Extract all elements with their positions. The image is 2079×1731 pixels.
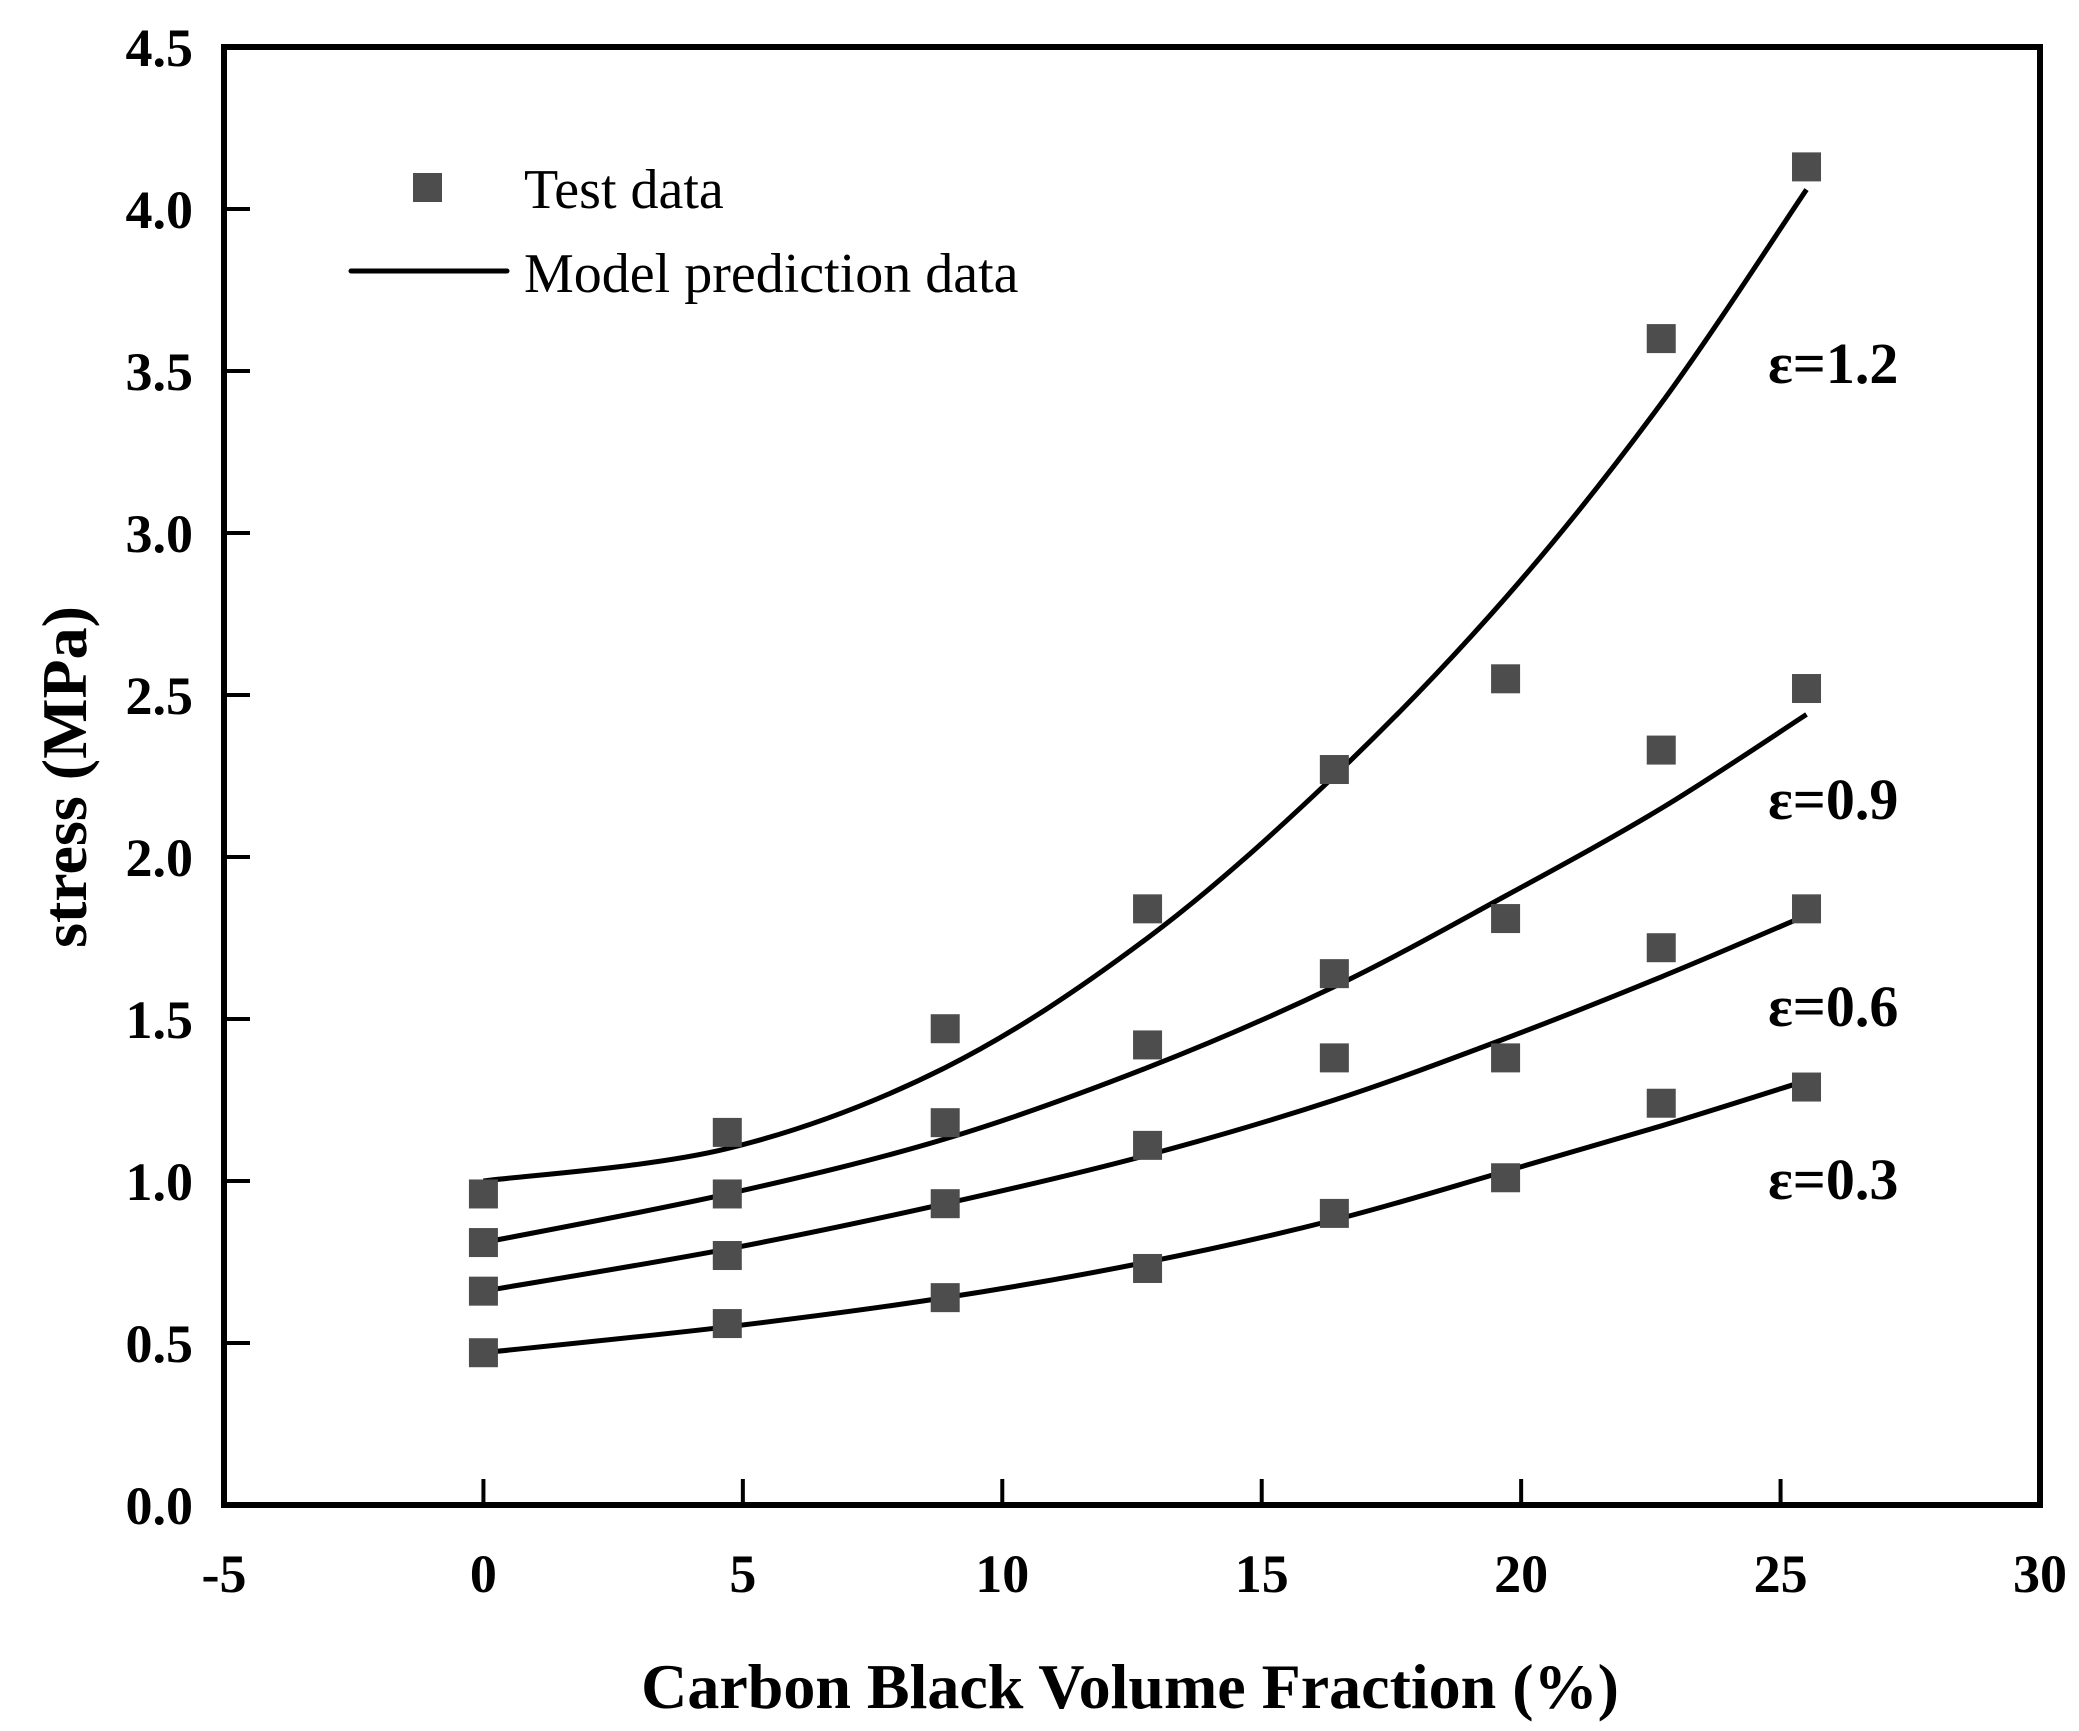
test-data-point xyxy=(1792,674,1822,704)
y-axis-title: stress (MPa) xyxy=(29,606,100,948)
test-data-point xyxy=(468,1228,498,1258)
test-data-point xyxy=(1319,1198,1349,1228)
test-data-point xyxy=(712,1117,742,1147)
x-tick-label: 10 xyxy=(975,1544,1029,1604)
model-curve-1 xyxy=(482,712,1808,1246)
test-data-point xyxy=(930,1283,960,1313)
test-data-point xyxy=(1491,1043,1521,1073)
y-tick-label: 2.5 xyxy=(126,666,194,726)
y-tick-label: 1.0 xyxy=(126,1152,194,1212)
test-data-point xyxy=(468,1338,498,1368)
axes: -5 0 5 10 15 20 25 30 0.0 0.5 1.0 1.5 2.0 2.5 3.0 3.5 4.… xyxy=(126,18,2068,1604)
test-data-point xyxy=(712,1241,742,1271)
y-tick-label: 4.0 xyxy=(126,180,194,240)
test-data-point xyxy=(1319,755,1349,785)
curve-label-1-2: ε=1.2 xyxy=(1768,331,1898,396)
model-curve-3 xyxy=(483,1078,1808,1356)
test-data-point xyxy=(1491,664,1521,694)
test-data-point xyxy=(468,1179,498,1209)
legend-marker-test xyxy=(413,173,442,202)
test-data-point xyxy=(1133,1253,1163,1283)
test-data-point xyxy=(1646,735,1676,765)
test-data-point xyxy=(1133,894,1163,924)
x-tick-label: 25 xyxy=(1754,1544,1808,1604)
test-data-point xyxy=(712,1309,742,1339)
x-tick-label: 30 xyxy=(2013,1544,2067,1604)
test-data-point xyxy=(712,1179,742,1209)
y-tick-label: 1.5 xyxy=(126,990,194,1050)
y-tick-label: 0.5 xyxy=(126,1314,194,1374)
test-data-point xyxy=(1646,1088,1676,1118)
y-tick-label: 3.5 xyxy=(126,342,194,402)
x-tick-label: 20 xyxy=(1494,1544,1548,1604)
x-axis-title: Carbon Black Volume Fraction (%) xyxy=(641,1651,1619,1722)
test-data-point xyxy=(1792,152,1822,182)
x-tick-label: 15 xyxy=(1235,1544,1289,1604)
test-data-point xyxy=(1792,894,1822,924)
plot-frame xyxy=(221,44,2043,1508)
legend-label-model: Model prediction data xyxy=(524,243,1019,305)
curve-label-0-6: ε=0.6 xyxy=(1768,974,1898,1039)
test-data-point xyxy=(1491,904,1521,934)
y-tick-label: 4.5 xyxy=(126,18,194,78)
model-curve-0 xyxy=(483,188,1809,1184)
y-tick-label: 2.0 xyxy=(126,828,194,888)
test-data-point xyxy=(930,1014,960,1044)
x-tick-label: -5 xyxy=(202,1544,247,1604)
y-tick-label: 3.0 xyxy=(126,504,194,564)
test-data-point xyxy=(1133,1130,1163,1160)
curve-label-0-3: ε=0.3 xyxy=(1768,1147,1898,1212)
curve-label-0-9: ε=0.9 xyxy=(1768,767,1898,832)
test-data-point xyxy=(1491,1163,1521,1193)
test-data-point xyxy=(1792,1072,1822,1102)
test-data-point xyxy=(1319,959,1349,989)
model-curve-2 xyxy=(483,913,1808,1294)
test-data-point xyxy=(930,1108,960,1138)
test-data-point xyxy=(1646,324,1676,354)
y-tick-label: 0.0 xyxy=(126,1476,194,1536)
x-tick-label: 0 xyxy=(470,1544,497,1604)
plot-area xyxy=(468,152,1822,1368)
x-tick-label: 5 xyxy=(729,1544,756,1604)
test-data-point xyxy=(468,1276,498,1306)
legend-label-test: Test data xyxy=(524,159,724,221)
test-data-point xyxy=(1646,933,1676,963)
test-data-point xyxy=(930,1189,960,1219)
test-data-point xyxy=(1133,1030,1163,1060)
test-data-point xyxy=(1319,1043,1349,1073)
